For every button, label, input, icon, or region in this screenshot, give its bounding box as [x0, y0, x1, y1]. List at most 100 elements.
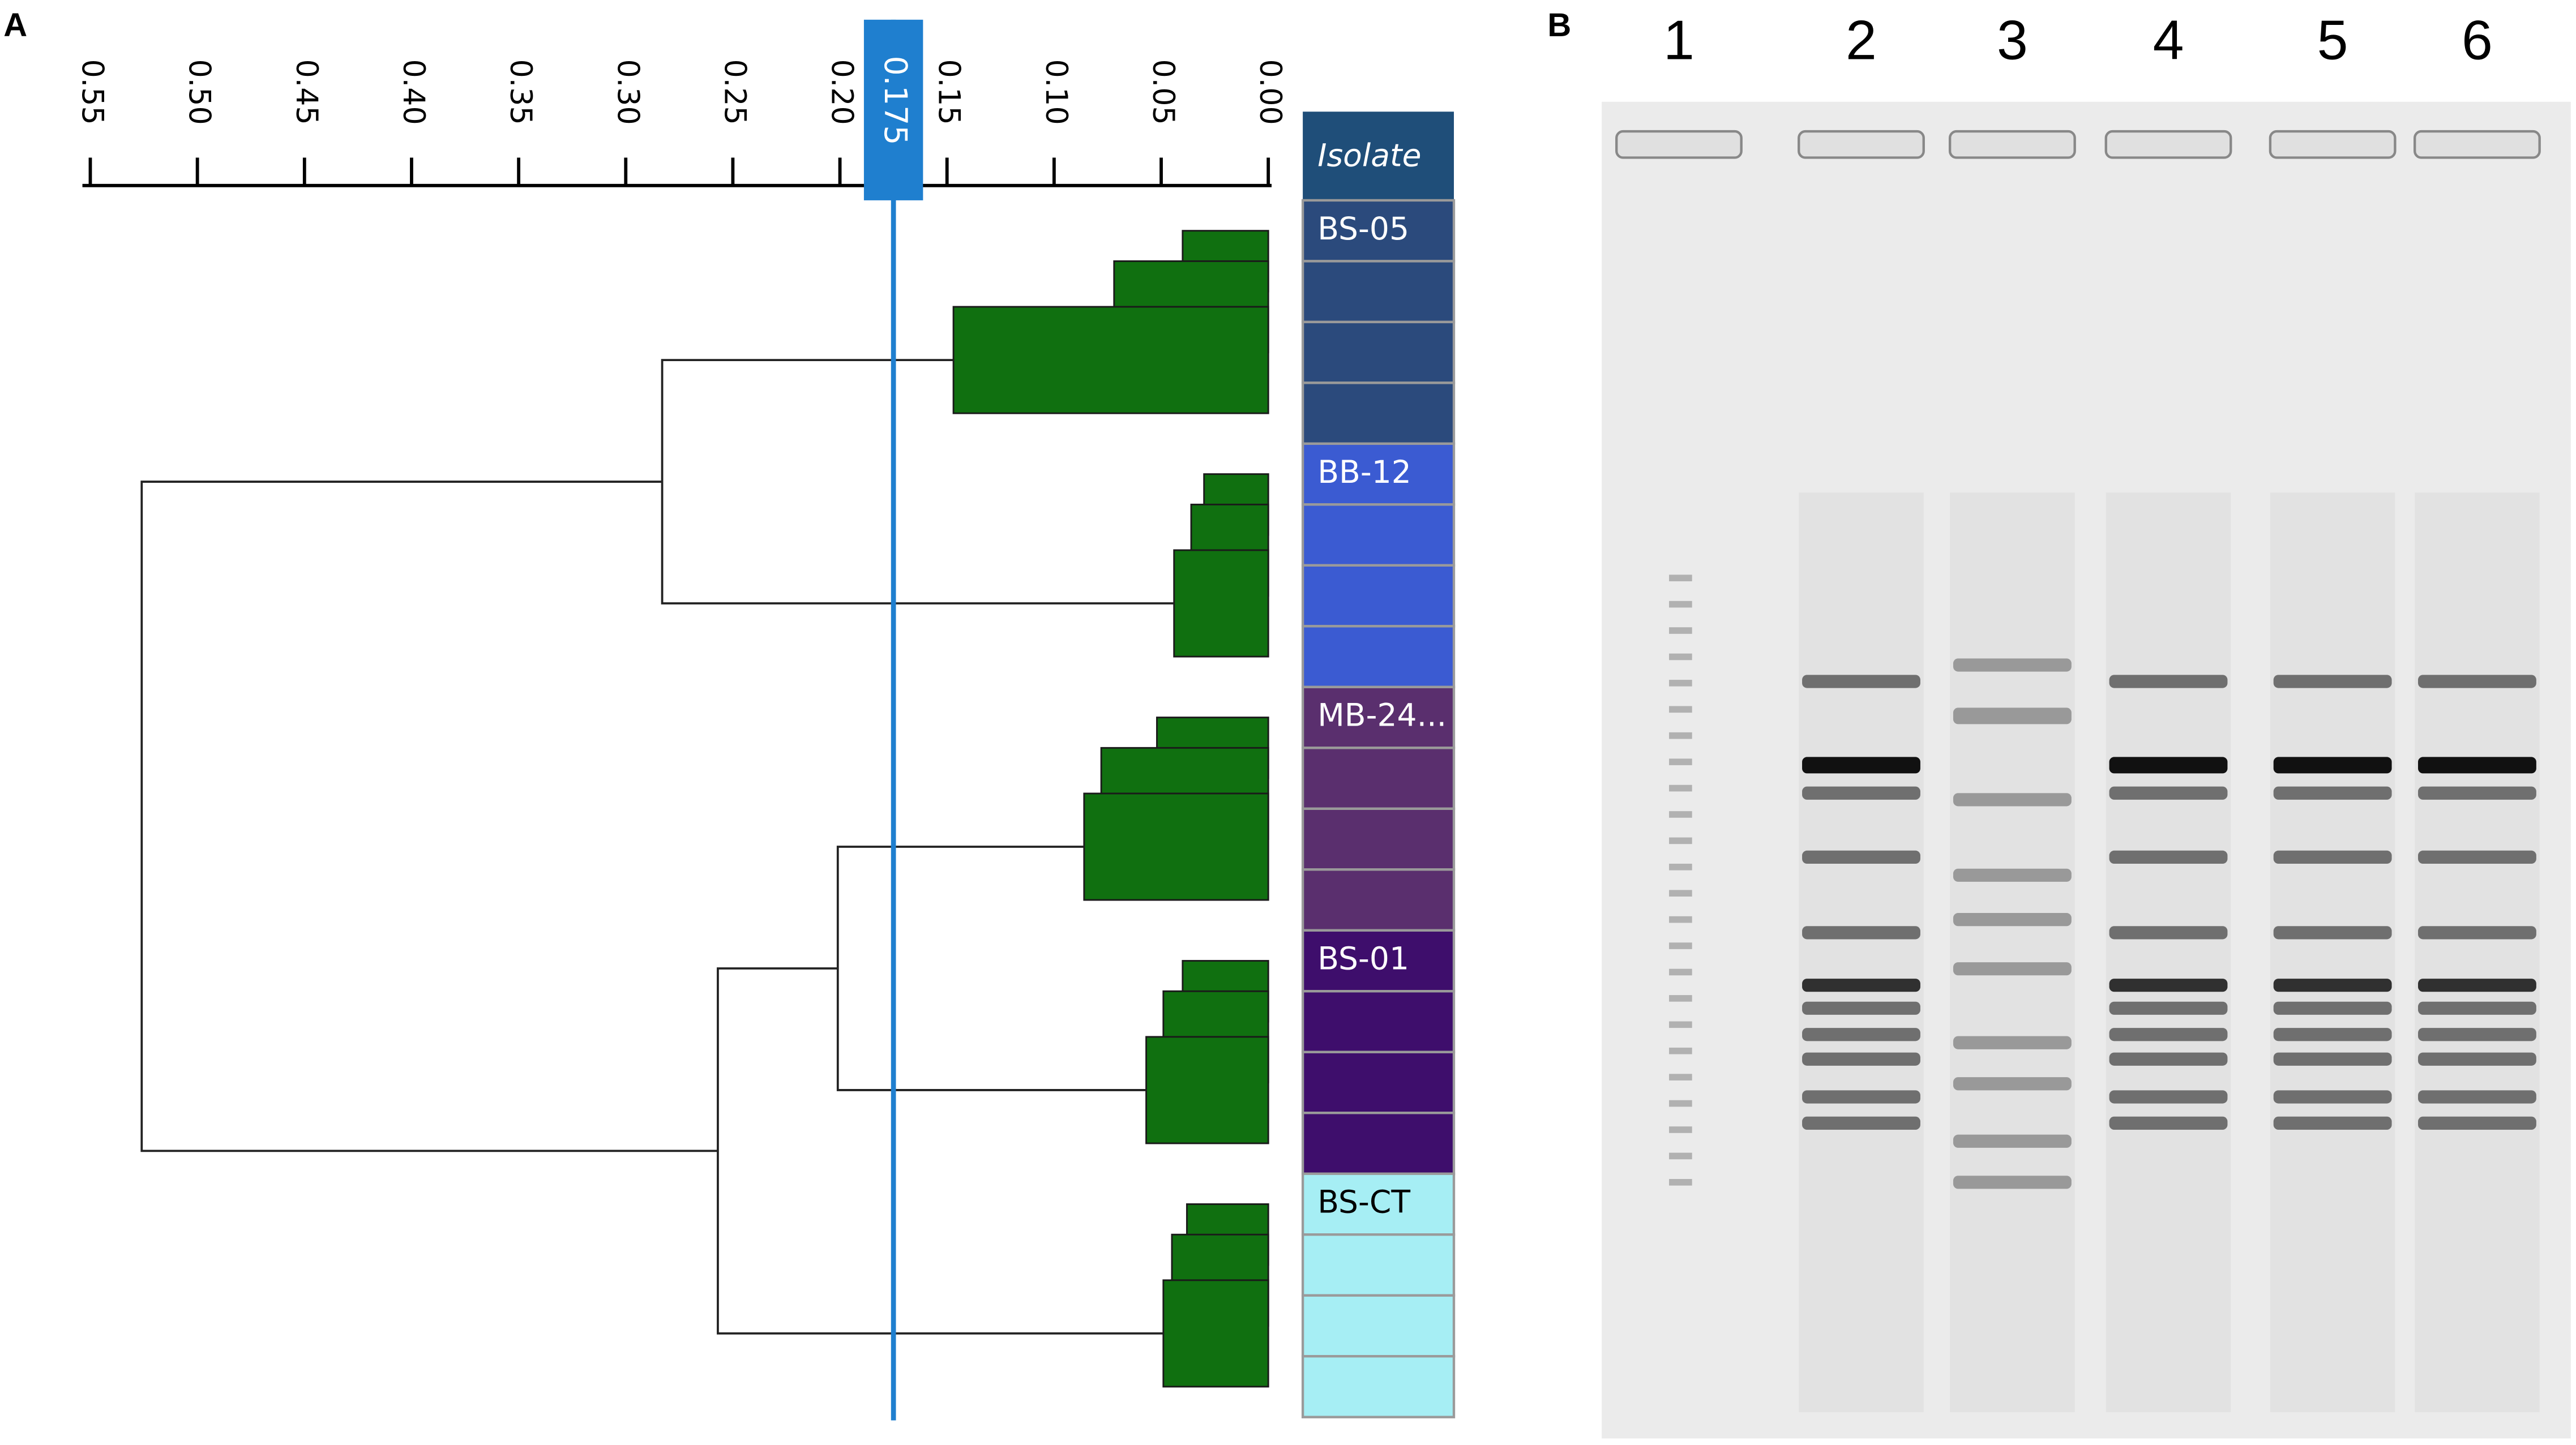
isolate-cell [1301, 1112, 1456, 1175]
dna-band [1802, 1028, 1920, 1041]
isolate-cell [1301, 381, 1456, 445]
dna-band [2109, 1028, 2228, 1041]
lane-smear [2106, 492, 2231, 1412]
ladder-band [1669, 837, 1692, 844]
dna-band [1953, 658, 2072, 672]
isolate-cell [1301, 1233, 1456, 1297]
dna-band [2417, 1052, 2536, 1066]
lane-smear [1799, 492, 1924, 1412]
well [1798, 130, 1925, 159]
tick-label: 0.00 [1253, 59, 1287, 125]
isolate-cell [1301, 1355, 1456, 1418]
dna-band [2417, 675, 2536, 688]
panel-label: A [3, 7, 27, 44]
dna-band [1802, 757, 1920, 774]
lane-label: 6 [2462, 8, 2493, 71]
ladder-band [1669, 758, 1692, 765]
dna-band [2417, 1001, 2536, 1015]
lane-label: 4 [2153, 8, 2184, 71]
lane-label: 3 [1997, 8, 2028, 71]
ladder-band [1669, 1021, 1692, 1028]
tick-label: 0.35 [503, 59, 537, 125]
lane-label: 2 [1846, 8, 1877, 71]
tick-label: 0.30 [610, 59, 644, 125]
group-label: BS-CT [1317, 1184, 1410, 1220]
dna-band [2273, 1001, 2392, 1015]
well [2414, 130, 2541, 159]
cluster-block [1145, 1036, 1269, 1144]
dna-band [2417, 757, 2536, 774]
cutoff-label: 0.175 [878, 56, 914, 145]
isolate-cell [1301, 625, 1456, 689]
isolate-cell [1301, 990, 1456, 1053]
tree-branch [140, 481, 718, 1152]
dna-band [1802, 675, 1920, 688]
ladder-band [1669, 1179, 1692, 1186]
tick-label: 0.40 [396, 59, 430, 125]
dna-band [2109, 979, 2228, 992]
dna-band [1802, 1090, 1920, 1104]
dna-band [1953, 868, 2072, 882]
lane-label: 5 [2317, 8, 2348, 71]
dna-band [2273, 1090, 2392, 1104]
dna-band [2273, 850, 2392, 864]
dna-band [2273, 979, 2392, 992]
tick-label: 0.05 [1146, 59, 1180, 125]
isolate-cell [1301, 503, 1456, 567]
ladder-band [1669, 601, 1692, 608]
group-label: BB-12 [1317, 454, 1411, 490]
ladder-band [1669, 916, 1692, 923]
lane-smear [2415, 492, 2540, 1412]
ladder-band [1669, 1100, 1692, 1107]
tick-label: 0.15 [932, 59, 966, 125]
ladder-band [1669, 1126, 1692, 1133]
panel-label: B [1547, 7, 1571, 44]
cluster-block [1083, 792, 1269, 901]
ladder-band [1669, 653, 1692, 661]
dna-band [2109, 786, 2228, 800]
dna-band [2109, 757, 2228, 774]
dna-band [2109, 1052, 2228, 1066]
dna-band [2417, 926, 2536, 940]
isolate-cell [1301, 868, 1456, 932]
well [2104, 130, 2232, 159]
dna-band [2273, 1028, 2392, 1041]
dna-band [1802, 850, 1920, 864]
dna-band [2109, 1001, 2228, 1015]
well [1615, 130, 1743, 159]
tick-label: 0.25 [717, 59, 751, 125]
dna-band [1802, 979, 1920, 992]
dna-band [2417, 979, 2536, 992]
ladder-band [1669, 968, 1692, 976]
ladder-band [1669, 995, 1692, 1002]
well [1948, 130, 2076, 159]
dna-band [2273, 786, 2392, 800]
group-label: BS-05 [1317, 211, 1409, 247]
dna-band [2273, 1116, 2392, 1130]
dna-band [1953, 793, 2072, 807]
cluster-block [952, 306, 1269, 414]
dna-band [1802, 1116, 1920, 1130]
ladder-band [1669, 1074, 1692, 1080]
well [2269, 130, 2397, 159]
ladder-band [1669, 811, 1692, 818]
isolate-cell [1301, 320, 1456, 384]
dna-band [2109, 1090, 2228, 1104]
ladder-band [1669, 1047, 1692, 1054]
ladder-band [1669, 706, 1692, 713]
isolate-cell [1301, 747, 1456, 810]
lane-smear [2270, 492, 2395, 1412]
isolate-cell [1301, 685, 1456, 749]
dna-band [1953, 962, 2072, 976]
dna-band [2109, 850, 2228, 864]
dna-band [1953, 913, 2072, 927]
gel-panel: 1 2 3 4 5 6 [1602, 8, 2571, 1439]
dna-band [1953, 1036, 2072, 1049]
tick-label: 0.50 [182, 59, 216, 125]
dna-band [2109, 675, 2228, 688]
ladder-band [1669, 680, 1692, 687]
tick-label: 0.20 [825, 59, 859, 125]
header-cell [1303, 112, 1454, 200]
tick-label: 0.10 [1039, 59, 1073, 125]
dna-band [1953, 1176, 2072, 1189]
